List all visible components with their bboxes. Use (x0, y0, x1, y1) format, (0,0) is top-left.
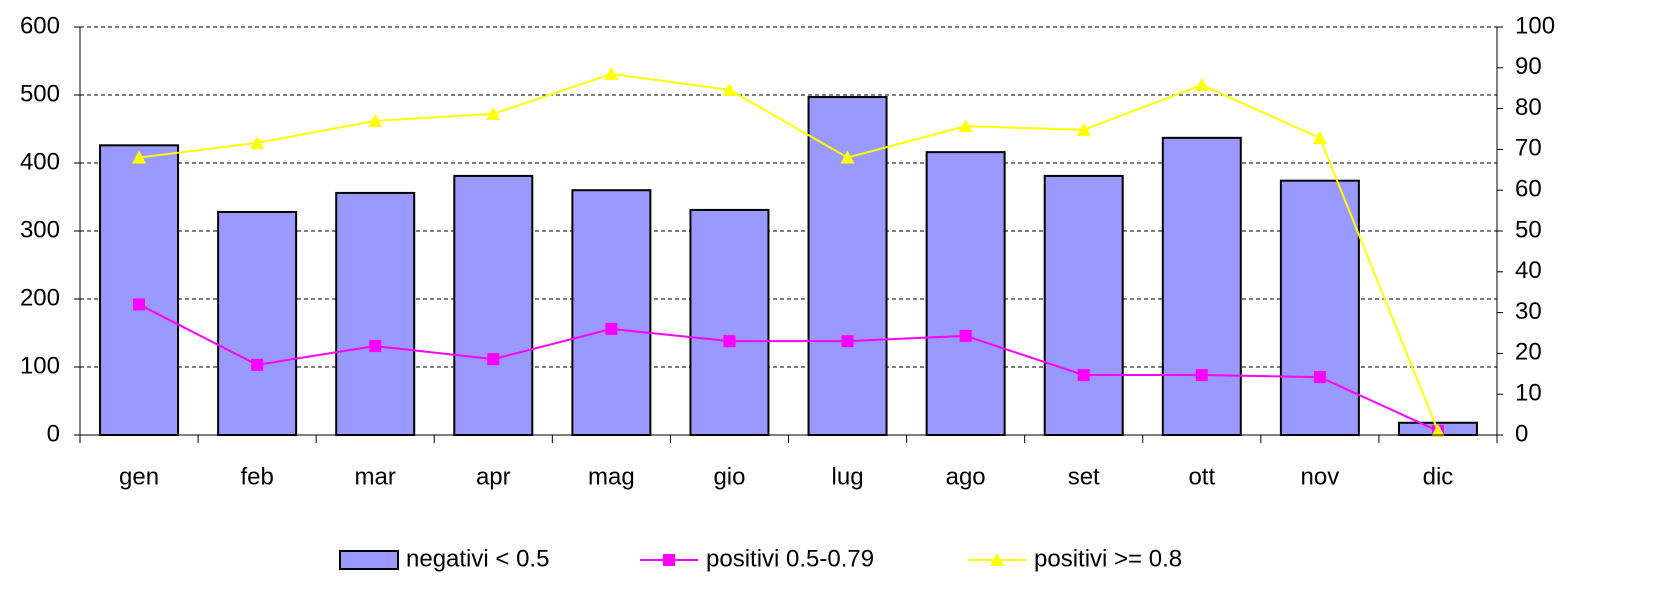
marker (1430, 423, 1445, 437)
marker (841, 335, 854, 348)
marker (368, 113, 383, 127)
y2-tick-label: 80 (1515, 94, 1542, 121)
legend-swatch (339, 550, 399, 570)
y2-tick-label: 20 (1515, 339, 1542, 366)
y-tick-label: 0 (47, 420, 60, 447)
x-tick-label: mar (355, 463, 396, 490)
y2-tick-label: 70 (1515, 135, 1542, 162)
marker (133, 298, 146, 311)
x-tick-label: ago (946, 463, 986, 490)
marker (250, 135, 265, 149)
marker (1313, 371, 1326, 384)
x-tick-label: set (1068, 463, 1100, 490)
x-tick-label: apr (476, 463, 511, 490)
y-tick-label: 400 (20, 148, 60, 175)
bar (571, 189, 652, 436)
y2-tick-label: 60 (1515, 176, 1542, 203)
x-tick-label: dic (1423, 463, 1454, 490)
marker (958, 119, 973, 133)
marker (722, 82, 737, 96)
line (138, 72, 1439, 432)
marker (486, 106, 501, 120)
x-tick-label: feb (240, 463, 273, 490)
bar (925, 151, 1006, 436)
y-tick-label: 500 (20, 80, 60, 107)
marker (1194, 77, 1209, 91)
y-tick-label: 200 (20, 284, 60, 311)
marker (604, 66, 619, 80)
legend-label: negativi < 0.5 (406, 545, 549, 572)
marker (251, 358, 264, 371)
y2-tick-label: 90 (1515, 53, 1542, 80)
marker (605, 322, 618, 335)
marker (663, 554, 675, 566)
x-tick-label: ott (1188, 463, 1215, 490)
y2-tick-label: 50 (1515, 216, 1542, 243)
x-tick-label: mag (588, 463, 635, 490)
marker (959, 329, 972, 342)
x-tick-label: lug (832, 463, 864, 490)
x-tick-label: gen (119, 463, 159, 490)
bar (99, 144, 180, 436)
y-tick-label: 600 (20, 12, 60, 39)
y2-tick-label: 0 (1515, 420, 1528, 447)
y-tick-label: 300 (20, 216, 60, 243)
bar (689, 208, 770, 436)
x-tick-label: gio (713, 463, 745, 490)
bar (1279, 179, 1360, 436)
bar (335, 191, 416, 436)
marker (1077, 369, 1090, 382)
marker (1195, 369, 1208, 382)
y2-tick-label: 10 (1515, 380, 1542, 407)
marker (990, 553, 1004, 566)
marker (723, 335, 736, 348)
y2-tick-label: 30 (1515, 298, 1542, 325)
legend-label: positivi >= 0.8 (1034, 545, 1182, 572)
marker (487, 353, 500, 366)
y2-tick-label: 100 (1515, 12, 1555, 39)
marker (1312, 130, 1327, 144)
bar (1161, 136, 1242, 436)
marker (840, 150, 855, 164)
marker (369, 340, 382, 353)
legend-label: positivi 0.5-0.79 (706, 545, 874, 572)
bar (807, 96, 888, 436)
y-tick-label: 100 (20, 352, 60, 379)
bar (1043, 174, 1124, 436)
y2-tick-label: 40 (1515, 257, 1542, 284)
line (138, 303, 1439, 432)
bar (453, 174, 534, 436)
marker (1076, 122, 1091, 136)
x-tick-label: nov (1301, 463, 1340, 490)
marker (132, 150, 147, 164)
bar (217, 210, 298, 436)
